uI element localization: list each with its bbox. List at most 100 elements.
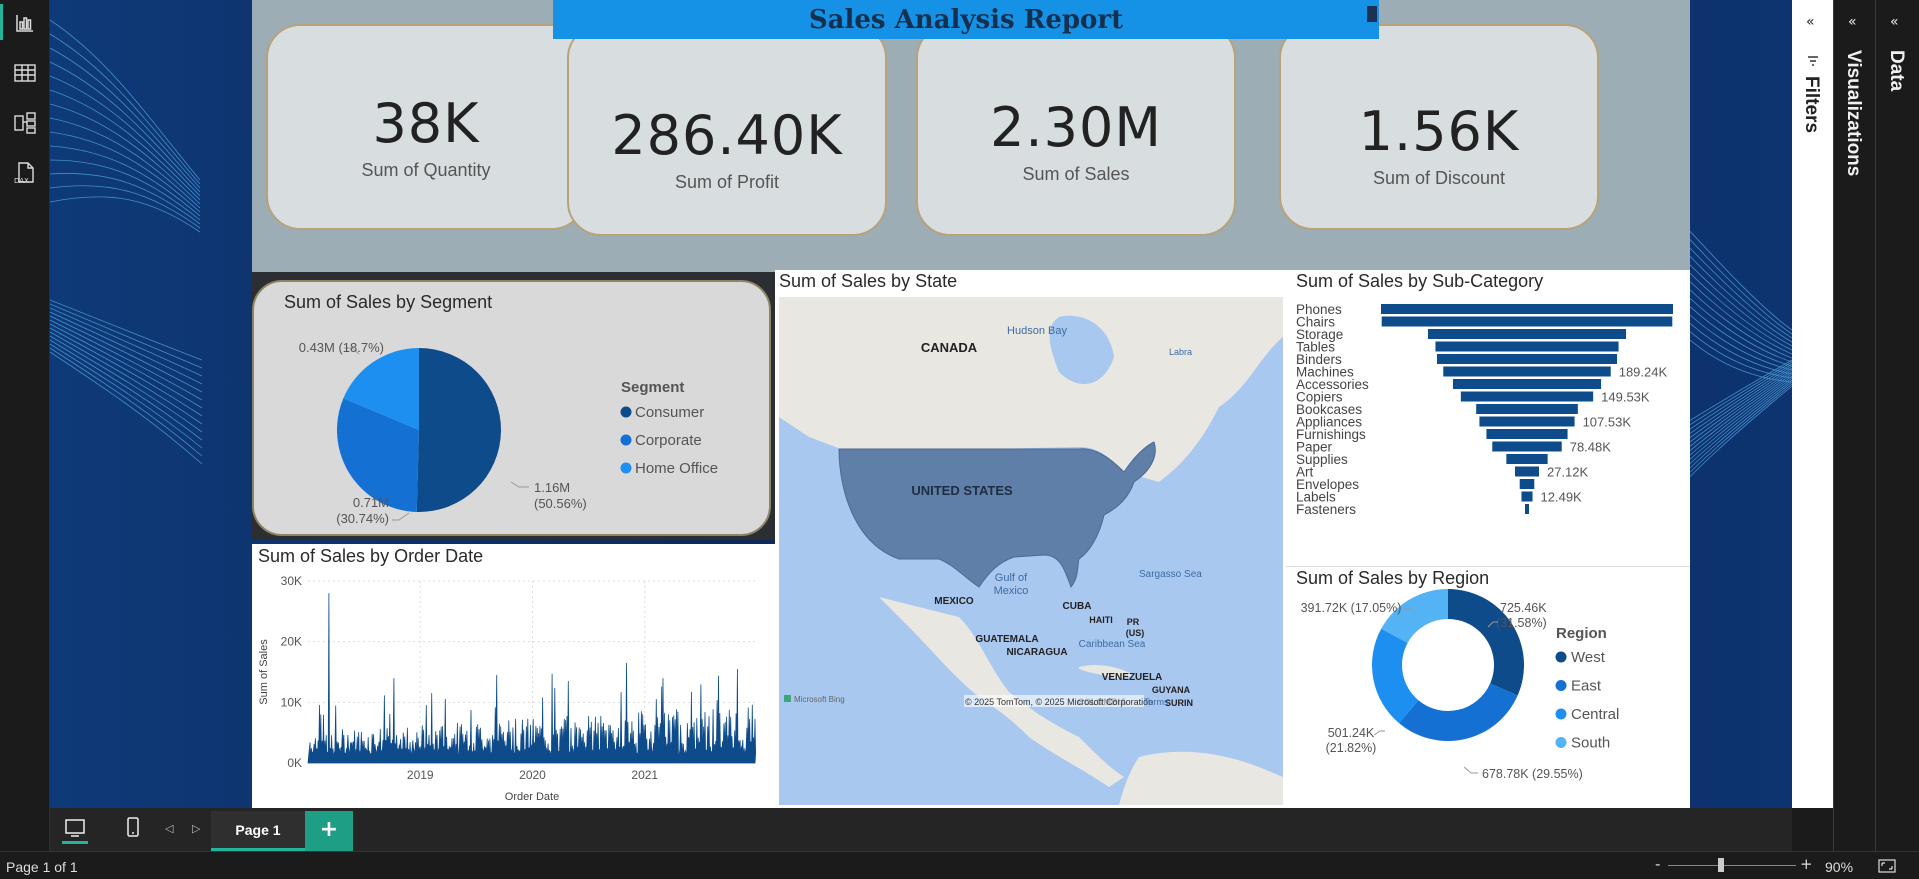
kpi-value: 2.30M: [990, 96, 1162, 159]
category-label: Appliances: [1296, 415, 1362, 430]
tab-page-1[interactable]: Page 1: [211, 811, 305, 851]
dax-query-view-button[interactable]: DAX: [12, 160, 38, 186]
legend-marker: [1555, 680, 1567, 691]
bar-fasteners: [1525, 504, 1529, 514]
wave-line: [50, 103, 201, 205]
filters-pane[interactable]: « Filters: [1792, 0, 1833, 808]
wave-line: [50, 307, 203, 377]
data-label: 0.43M (18.7%): [299, 340, 384, 355]
left-navigation-rail: DAX: [0, 0, 50, 851]
region-chart-visual[interactable]: Sum of Sales by Region 725.46K (31.58%) 67…: [1286, 566, 1690, 808]
state-map-visual[interactable]: Sum of Sales by State CANADA Hudson Bay La…: [775, 270, 1286, 808]
map-place-label: Caribbean Sea: [1079, 639, 1146, 650]
kpi-card-sales[interactable]: 2.30M Sum of Sales: [916, 24, 1236, 236]
y-axis-label: Sum of Sales: [258, 639, 270, 705]
legend-title: Region: [1556, 625, 1607, 642]
fit-to-page-icon[interactable]: [1878, 858, 1896, 873]
data-label: 678.78K (29.55%): [1482, 767, 1583, 781]
land-canada: [779, 297, 1283, 482]
zoom-out-button[interactable]: -: [1655, 855, 1661, 873]
report-page: 38K Sum of Quantity 286.40K Sum of Profi…: [252, 0, 1690, 808]
pie-slice-home-office: [343, 348, 419, 430]
donut-slice-south: [1381, 589, 1448, 643]
data-label: Data: [1886, 50, 1907, 92]
zoom-slider-track[interactable]: [1668, 865, 1796, 866]
phone-icon: [127, 817, 139, 837]
report-title: Sales Analysis Report: [808, 5, 1124, 35]
land-cuba: [1079, 664, 1134, 679]
zoom-in-button[interactable]: +: [1800, 855, 1813, 873]
wave-line: [50, 311, 203, 385]
category-label: Accessories: [1296, 377, 1369, 392]
map-place-label: Mexico: [994, 585, 1029, 597]
bar-copiers: [1460, 391, 1594, 402]
y-tick-label: 10K: [281, 695, 302, 709]
table-view-button[interactable]: [12, 60, 38, 86]
bar-paper: [1492, 441, 1562, 452]
bar-supplies: [1506, 454, 1548, 464]
desktop-layout-button[interactable]: [62, 816, 88, 844]
wave-line: [50, 173, 201, 225]
kpi-card-discount[interactable]: 1.56K Sum of Discount: [1279, 24, 1599, 230]
wave-line: [50, 335, 203, 433]
page-indicator: Page 1 of 1: [6, 859, 78, 875]
bar-envelopes: [1519, 479, 1535, 489]
collapse-filters-icon[interactable]: «: [1806, 14, 1815, 30]
y-tick-label: 0K: [287, 756, 302, 770]
bar-chart-icon: [16, 15, 33, 32]
category-label: Supplies: [1296, 452, 1348, 467]
collapse-data-icon[interactable]: «: [1890, 14, 1899, 30]
data-label: (31.58%): [1496, 616, 1547, 630]
legend-marker: [1555, 651, 1567, 663]
status-bar: Page 1 of 1 - + 90%: [0, 851, 1919, 879]
kpi-card-quantity[interactable]: 38K Sum of Quantity: [266, 24, 586, 230]
legend-label: Corporate: [635, 432, 702, 449]
data-label: (21.82%): [1326, 741, 1377, 755]
bar-labels: [1521, 491, 1533, 502]
leader-line: [510, 481, 529, 488]
kpi-value: 1.56K: [1358, 100, 1520, 163]
map-terms-link: Terms: [1144, 697, 1169, 707]
category-label: Chairs: [1296, 315, 1335, 330]
data-label: 78.48K: [1570, 440, 1612, 455]
zoom-slider-thumb[interactable]: [1718, 858, 1724, 872]
category-label: Labels: [1296, 490, 1336, 505]
add-page-button[interactable]: +: [305, 811, 353, 851]
wave-line: [50, 323, 203, 409]
model-view-button[interactable]: [12, 110, 38, 136]
segment-pie-chart: 1.16M(50.56%) 0.71M(30.74%) 0.43M (18.7%) S…: [299, 340, 718, 526]
category-label: Art: [1296, 465, 1314, 480]
x-axis-label: Order Date: [505, 791, 559, 803]
title-marker: [1367, 6, 1377, 22]
collapse-visualizations-icon[interactable]: «: [1848, 14, 1857, 30]
segment-chart-visual[interactable]: Sum of Sales by Segment 1.16M (50.56%) 0.7…: [252, 280, 771, 536]
category-label: Tables: [1296, 340, 1335, 355]
chart-title: Sum of Sales by Region: [1296, 568, 1490, 588]
data-label: 12.49K: [1541, 490, 1583, 505]
mobile-layout-button[interactable]: [126, 816, 140, 840]
category-label: Envelopes: [1296, 477, 1359, 492]
map-place-label: UNITED STATES: [911, 483, 1013, 498]
kpi-card-profit[interactable]: 286.40K Sum of Profit: [567, 24, 887, 236]
order-date-chart-visual[interactable]: Sum of Sales by Order Date 30K 20K 10K 0K 20…: [252, 544, 775, 808]
legend-marker: [1555, 737, 1567, 748]
report-canvas: 38K Sum of Quantity 286.40K Sum of Profi…: [50, 0, 1792, 808]
bar-binders: [1437, 354, 1617, 364]
next-page-icon[interactable]: ▷: [192, 822, 201, 835]
data-label: 391.72K (17.05%): [1301, 601, 1402, 615]
leader-line: [1373, 730, 1385, 736]
data-label: 725.46K: [1500, 601, 1547, 615]
wave-line: [50, 303, 203, 369]
legend-label: South: [1571, 735, 1610, 752]
previous-page-icon[interactable]: ◁: [165, 822, 174, 835]
subcategory-chart-visual[interactable]: Sum of Sales by Sub-Category Phones Chair…: [1286, 270, 1690, 566]
wave-line: [50, 327, 203, 417]
visualizations-pane[interactable]: « Visualizations: [1833, 0, 1875, 851]
data-pane[interactable]: « Data: [1875, 0, 1919, 851]
report-view-button[interactable]: [12, 10, 38, 36]
legend-marker: [620, 434, 632, 446]
bar-art: [1515, 466, 1539, 477]
legend-label: Home Office: [635, 460, 718, 477]
data-label: (30.74%): [336, 511, 389, 526]
state-map[interactable]: CANADA Hudson Bay Labra UNITED STATES Gulf o…: [779, 297, 1283, 805]
